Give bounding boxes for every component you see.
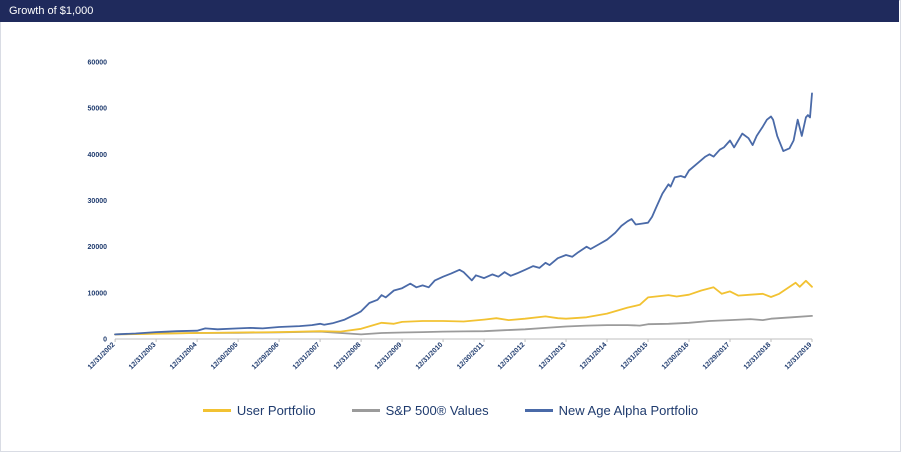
x-tick-label: 12/31/2014 bbox=[579, 341, 609, 371]
x-tick-label: 12/30/2005 bbox=[210, 341, 240, 371]
x-tick-label: 12/31/2015 bbox=[620, 341, 650, 371]
y-tick-label: 10000 bbox=[88, 290, 108, 297]
legend-item-new-age-alpha: New Age Alpha Portfolio bbox=[524, 403, 699, 418]
y-tick-label: 60000 bbox=[88, 60, 108, 67]
x-tick-label: 12/29/2017 bbox=[702, 341, 732, 371]
legend-label-user-portfolio: User Portfolio bbox=[236, 403, 316, 418]
legend-item-user-portfolio: User Portfolio bbox=[202, 403, 316, 418]
chart-title: Growth of $1,000 bbox=[0, 0, 899, 22]
y-tick-label: 0 bbox=[103, 337, 107, 344]
x-tick-label: 12/30/2011 bbox=[456, 341, 486, 371]
x-tick-label: 12/31/2013 bbox=[538, 341, 568, 371]
legend-label-sp500: S&P 500® Values bbox=[385, 403, 489, 418]
x-axis: 12/31/2002 12/31/2003 12/31/2004 12/30/2005… bbox=[87, 338, 814, 371]
legend-swatch-new-age-alpha bbox=[524, 409, 553, 412]
chart-legend: User Portfolio S&P 500® Values New Age A… bbox=[0, 403, 901, 418]
x-tick-label: 12/31/2002 bbox=[87, 341, 117, 371]
series-line-user-portfolio bbox=[114, 279, 813, 336]
y-tick-label: 40000 bbox=[88, 152, 108, 159]
legend-label-new-age-alpha: New Age Alpha Portfolio bbox=[558, 403, 699, 418]
x-tick-label: 12/31/2010 bbox=[415, 341, 445, 371]
series-layer bbox=[114, 92, 813, 336]
x-tick-label: 12/31/2009 bbox=[374, 341, 404, 371]
x-tick-label: 12/30/2016 bbox=[661, 341, 691, 371]
legend-swatch-sp500 bbox=[351, 409, 380, 412]
legend-item-sp500: S&P 500® Values bbox=[351, 403, 489, 418]
x-tick-label: 12/31/2003 bbox=[128, 341, 158, 371]
series-line-new-age-alpha bbox=[114, 92, 813, 336]
y-tick-label: 30000 bbox=[88, 198, 108, 205]
x-tick-label: 12/31/2008 bbox=[333, 341, 363, 371]
y-tick-label: 50000 bbox=[88, 106, 108, 113]
x-tick-label: 12/31/2018 bbox=[743, 341, 773, 371]
x-tick-label: 12/31/2012 bbox=[497, 341, 527, 371]
x-tick-label: 12/31/2004 bbox=[169, 341, 199, 371]
x-tick-label: 12/31/2019 bbox=[784, 341, 814, 371]
y-tick-label: 20000 bbox=[88, 244, 108, 251]
y-axis: 0 10000 20000 30000 40000 50000 60000 bbox=[88, 60, 108, 344]
series-line-sp500 bbox=[114, 315, 813, 336]
x-tick-label: 12/31/2007 bbox=[292, 341, 322, 371]
x-tick-label: 12/29/2006 bbox=[251, 341, 281, 371]
legend-swatch-user-portfolio bbox=[202, 409, 231, 412]
